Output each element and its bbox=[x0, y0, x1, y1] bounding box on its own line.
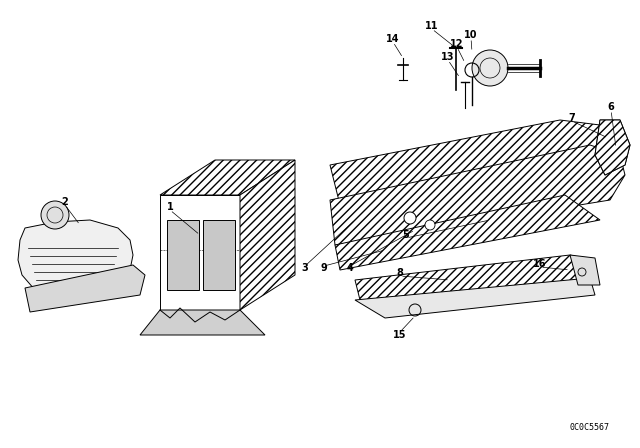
Bar bbox=[203, 220, 235, 290]
Polygon shape bbox=[330, 120, 610, 205]
Polygon shape bbox=[570, 255, 600, 285]
Circle shape bbox=[41, 201, 69, 229]
Text: 16: 16 bbox=[533, 259, 547, 269]
Text: 0C0C5567: 0C0C5567 bbox=[570, 423, 610, 432]
Text: 4: 4 bbox=[347, 263, 353, 273]
Text: 13: 13 bbox=[441, 52, 455, 62]
Polygon shape bbox=[335, 195, 600, 270]
Polygon shape bbox=[595, 120, 630, 175]
Polygon shape bbox=[330, 145, 625, 245]
Text: 6: 6 bbox=[607, 102, 614, 112]
Bar bbox=[167, 220, 199, 290]
Polygon shape bbox=[25, 265, 145, 312]
Text: 8: 8 bbox=[397, 268, 403, 278]
Polygon shape bbox=[18, 220, 133, 298]
Text: 11: 11 bbox=[425, 21, 439, 31]
Circle shape bbox=[472, 50, 508, 86]
Text: 2: 2 bbox=[61, 197, 68, 207]
Text: 3: 3 bbox=[301, 263, 308, 273]
Circle shape bbox=[404, 212, 416, 224]
Text: 5: 5 bbox=[403, 230, 410, 240]
Polygon shape bbox=[595, 120, 630, 175]
Text: 14: 14 bbox=[387, 34, 400, 44]
Circle shape bbox=[425, 220, 435, 230]
Text: 1: 1 bbox=[166, 202, 173, 212]
Polygon shape bbox=[160, 160, 295, 195]
Polygon shape bbox=[160, 195, 240, 310]
Polygon shape bbox=[240, 160, 295, 310]
Text: 15: 15 bbox=[393, 330, 407, 340]
Polygon shape bbox=[140, 310, 265, 335]
Text: 12: 12 bbox=[451, 39, 464, 49]
Polygon shape bbox=[355, 278, 595, 318]
Text: 10: 10 bbox=[464, 30, 477, 40]
Text: 9: 9 bbox=[321, 263, 328, 273]
Text: 7: 7 bbox=[568, 113, 575, 123]
Polygon shape bbox=[355, 255, 595, 305]
